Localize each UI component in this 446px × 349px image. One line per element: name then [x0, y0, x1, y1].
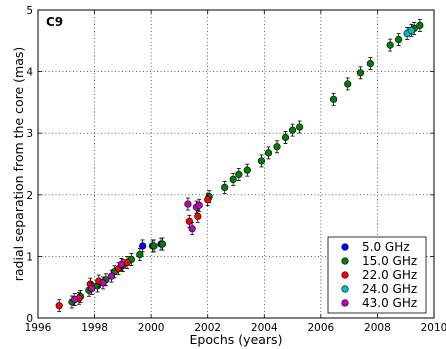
legend-item: 15.0 GHz [341, 254, 417, 268]
data-point [55, 299, 63, 313]
panel-annotation: C9 [46, 15, 63, 29]
data-point [235, 168, 243, 181]
data-point [366, 57, 374, 70]
data-point [107, 269, 116, 283]
x-axis-label: Epochs (years) [190, 332, 283, 347]
data-point [288, 123, 297, 137]
data-point [184, 197, 192, 211]
legend-label: 24.0 GHz [362, 282, 417, 296]
data-point [150, 239, 158, 253]
x-tick-label: 2004 [251, 322, 278, 334]
y-tick-label: 2 [26, 190, 33, 202]
x-tick-label: 1996 [25, 322, 52, 334]
data-point [257, 154, 266, 168]
legend-item: 5.0 GHz [341, 240, 410, 254]
y-tick-label: 0 [26, 313, 33, 325]
legend-marker [341, 299, 349, 307]
data-point [296, 120, 304, 134]
data-point [281, 131, 290, 144]
x-tick-label: 1998 [81, 322, 108, 334]
legend-label: 22.0 GHz [362, 268, 417, 282]
data-point [117, 258, 126, 271]
data-points [55, 18, 424, 313]
data-point [136, 248, 144, 261]
y-tick-label: 1 [26, 251, 33, 263]
legend-item: 22.0 GHz [341, 268, 417, 282]
axis-ticks: 1996 1998 2000 2002 2004 2006 2008 2010 0 1 2 3 4 5 [25, 5, 446, 334]
data-point [71, 293, 79, 306]
y-axis-label: radial separation from the core (mas) [11, 47, 26, 282]
data-point [386, 38, 394, 52]
y-tick-label: 3 [26, 128, 33, 140]
legend-marker [341, 257, 349, 265]
data-point [194, 209, 202, 223]
legend-label: 5.0 GHz [362, 240, 410, 254]
legend-marker [341, 285, 349, 293]
data-point [229, 172, 237, 186]
legend-label: 43.0 GHz [362, 296, 417, 310]
data-point [188, 222, 196, 236]
y-tick-label: 5 [26, 5, 33, 17]
y-tick-label: 4 [26, 67, 33, 79]
legend-marker [341, 271, 349, 279]
data-point [221, 181, 229, 194]
data-point [407, 23, 415, 37]
data-point [204, 193, 212, 207]
data-point [243, 163, 251, 177]
x-tick-label: 2006 [307, 322, 334, 334]
data-point [329, 92, 338, 106]
x-tick-label: 2000 [138, 322, 165, 334]
data-point [416, 18, 424, 32]
x-tick-label: 2002 [194, 322, 221, 334]
x-tick-label: 2008 [364, 322, 391, 334]
data-point [395, 33, 403, 46]
legend-label: 15.0 GHz [362, 254, 417, 268]
x-tick-label: 2010 [421, 322, 446, 334]
plot-frame [37, 9, 435, 319]
data-point [99, 276, 107, 290]
legend-marker [341, 243, 349, 251]
data-point [195, 198, 203, 212]
data-point [264, 146, 273, 160]
data-point [273, 140, 281, 154]
data-point [139, 239, 147, 253]
data-point [344, 77, 352, 91]
legend-item: 43.0 GHz [341, 296, 417, 310]
data-point [88, 282, 96, 295]
legend-item: 24.0 GHz [341, 282, 417, 296]
data-point [158, 237, 167, 251]
data-point [356, 66, 365, 80]
